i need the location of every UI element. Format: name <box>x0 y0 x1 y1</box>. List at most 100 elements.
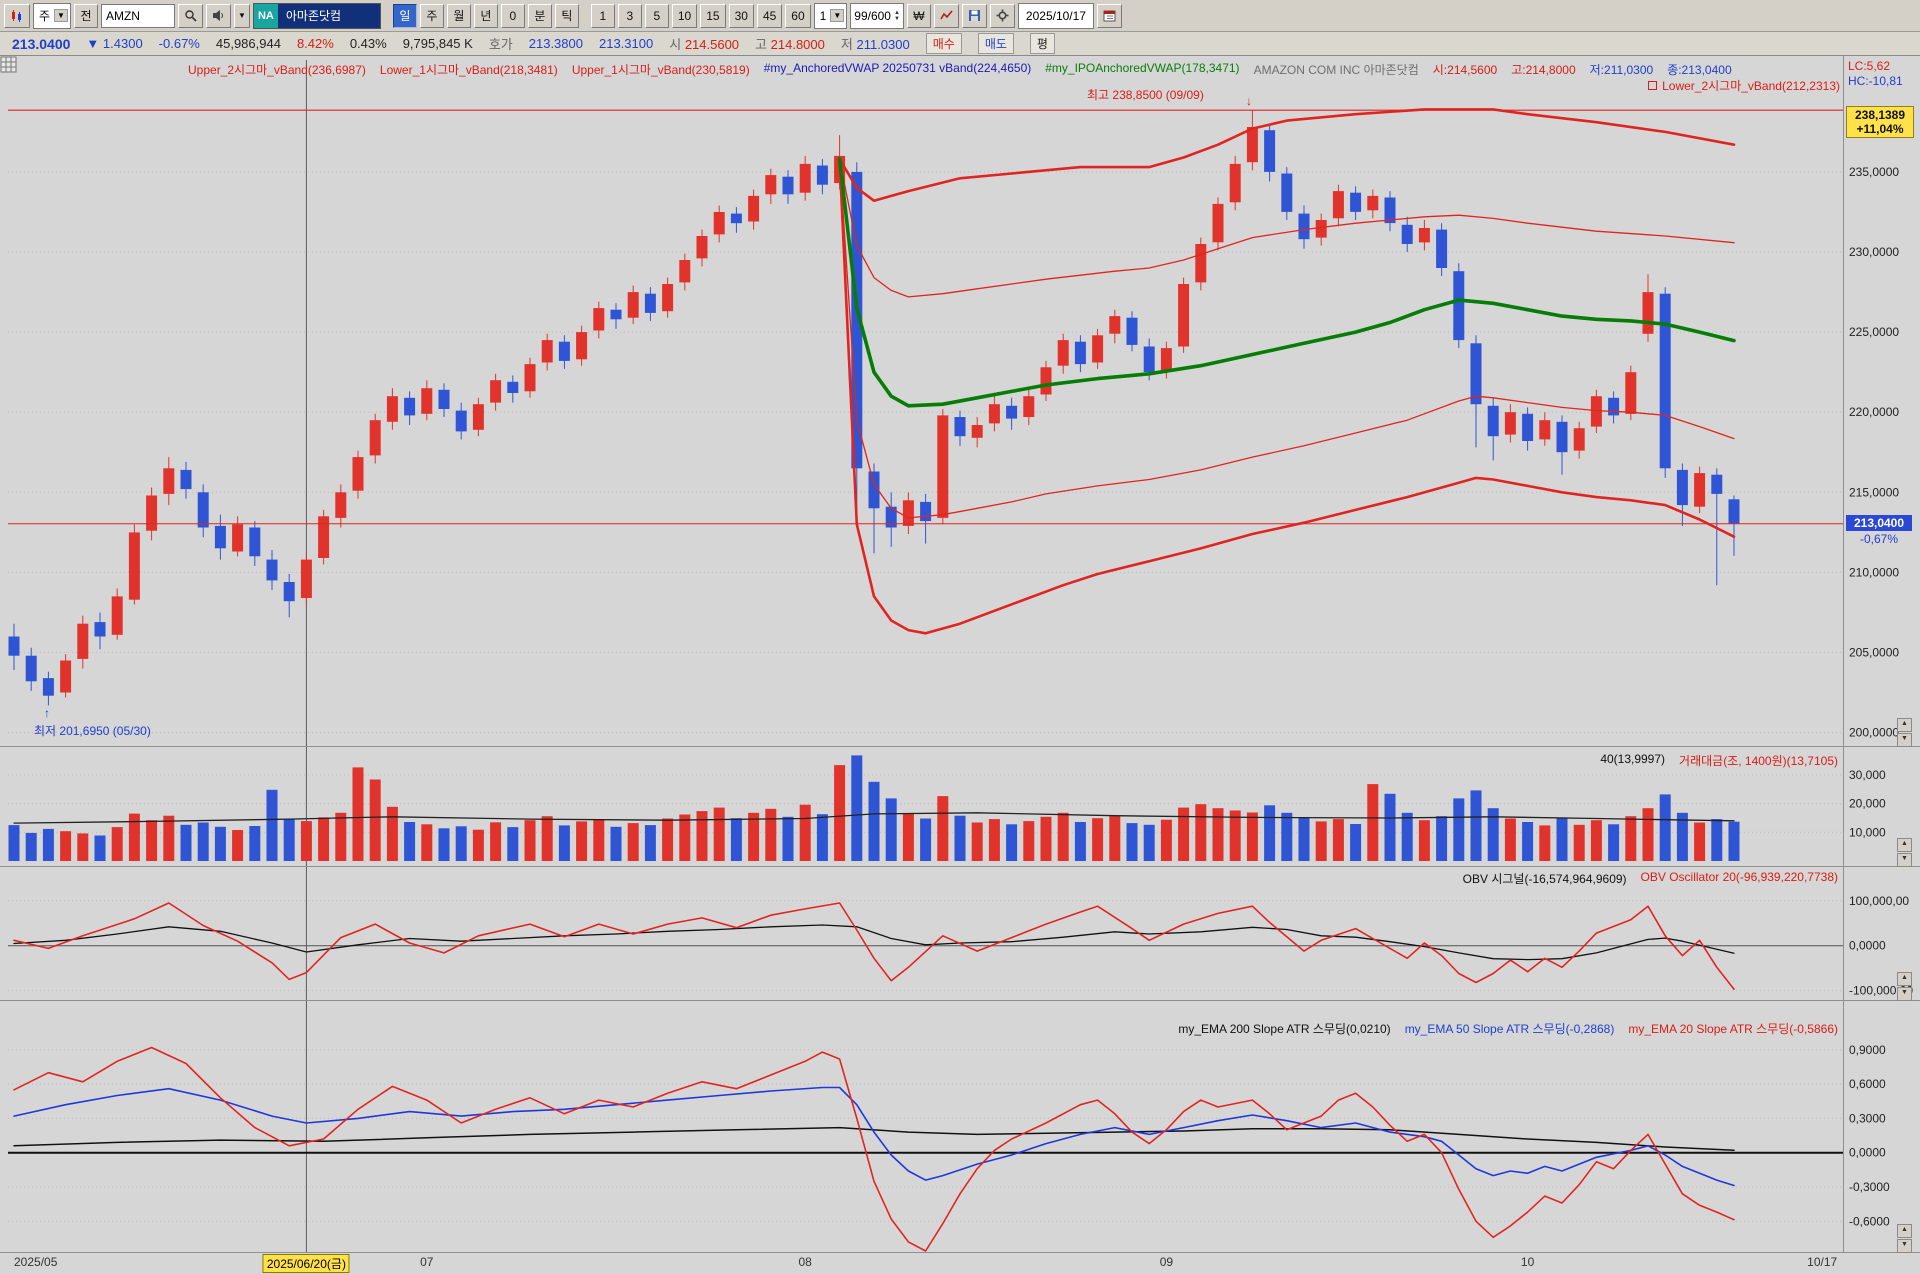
scroll-up-icon[interactable]: ▲ <box>1897 972 1912 986</box>
x-axis-label: 08 <box>798 1255 812 1269</box>
date-field[interactable]: 2025/10/17 <box>1017 2 1094 29</box>
minute-15-button[interactable]: 15 <box>700 3 726 28</box>
svg-text:200,0000: 200,0000 <box>1849 726 1899 740</box>
change-value: 1.4300 <box>102 36 143 51</box>
scroll-down-icon[interactable]: ▼ <box>1897 987 1912 1001</box>
minute-custom-select[interactable]: 1 ▼ <box>813 2 848 29</box>
high-label: 고 <box>755 37 768 52</box>
scroll-down-icon[interactable]: ▼ <box>1897 1239 1912 1253</box>
turnover-pct: 8.42% <box>296 36 334 51</box>
low-group: 저 211.0300 <box>841 34 910 53</box>
bar-count-stepper[interactable]: 99/600 ▲ ▼ <box>850 2 904 29</box>
current-price-badge: 213,0400 <box>1846 515 1912 531</box>
minute-45-button[interactable]: 45 <box>756 3 783 28</box>
svg-text:220,0000: 220,0000 <box>1849 405 1899 419</box>
ask-price: 213.3100 <box>598 36 654 51</box>
scroll-up-icon[interactable]: ▲ <box>1897 718 1912 732</box>
x-axis-label: 10/17 <box>1807 1255 1838 1269</box>
svg-text:0,0000: 0,0000 <box>1849 1146 1886 1160</box>
date-value: 2025/10/17 <box>1025 8 1086 23</box>
hoga-label: 호가 <box>488 37 513 52</box>
tf-zero-button[interactable]: 0 <box>500 3 525 28</box>
tf-month-button[interactable]: 월 <box>446 3 471 28</box>
buy-tab[interactable]: 매수 <box>925 33 962 54</box>
ema200-slope-line <box>13 1126 1735 1152</box>
sell-tab[interactable]: 매도 <box>977 33 1014 54</box>
axis-tick-labels: 235,0000 230,0000 225,0000 220,0000 215,0000… <box>1849 165 1913 1228</box>
period-select[interactable]: 주 ▼ <box>33 2 71 29</box>
chart-style-icon[interactable] <box>4 3 30 28</box>
obv-oscillator-line <box>13 902 1735 991</box>
trendline-tool-icon[interactable] <box>933 3 959 28</box>
toolbar: 주 ▼ 전 ▼ NA 아마존닷컴 일 주 월 년 0 분 틱 1 3 5 10 … <box>0 0 1920 32</box>
svg-text:10,000: 10,000 <box>1849 825 1886 839</box>
chevron-down-icon: ▼ <box>830 9 845 22</box>
minute-3-button[interactable]: 3 <box>617 3 642 28</box>
tf-year-button[interactable]: 년 <box>473 3 498 28</box>
svg-text:0,9000: 0,9000 <box>1849 1043 1886 1057</box>
upper2-sigma-band <box>838 108 1736 202</box>
svg-text:0,6000: 0,6000 <box>1849 1077 1886 1091</box>
symbol-input[interactable] <box>100 3 175 28</box>
low-price: 211.0300 <box>856 37 910 52</box>
tf-day-button[interactable]: 일 <box>392 3 417 28</box>
target-price-badge: 238,1389 +11,04% <box>1846 106 1914 138</box>
svg-text:20,000: 20,000 <box>1849 797 1886 811</box>
open-label: 시 <box>669 37 682 52</box>
ema50-slope-line <box>13 1086 1735 1187</box>
price-pane-scroll-buttons: ▲ ▼ <box>1897 718 1912 747</box>
candlestick-icon <box>12 9 21 22</box>
tf-week-button[interactable]: 주 <box>419 3 444 28</box>
gridlines <box>8 171 1843 1222</box>
gear-glyph-icon <box>996 9 1009 22</box>
volume-ma-line <box>13 812 1735 824</box>
scroll-up-icon[interactable]: ▲ <box>1897 1224 1912 1238</box>
tf-tick-button[interactable]: 틱 <box>554 3 579 28</box>
volume: 45,986,944 <box>215 36 281 51</box>
scroll-down-icon[interactable]: ▼ <box>1897 733 1912 747</box>
quote-bar: 213.0400 ▼ 1.4300 -0.67% 45,986,944 8.42… <box>0 32 1920 56</box>
ema20-slope-line <box>13 1046 1735 1252</box>
current-price-pct: -0,67% <box>1859 532 1899 546</box>
prev-button[interactable]: 전 <box>73 3 98 28</box>
minute-30-button[interactable]: 30 <box>728 3 754 28</box>
search-icon[interactable] <box>177 3 203 28</box>
chart-svg: 235,0000 230,0000 225,0000 220,0000 215,0000… <box>0 56 1920 1253</box>
currency-won-button[interactable]: ₩ <box>906 3 931 28</box>
calendar-icon[interactable] <box>1096 3 1122 28</box>
avg-tab[interactable]: 평 <box>1029 33 1055 54</box>
minute-custom-value: 1 <box>819 8 827 23</box>
speaker-icon[interactable] <box>205 3 231 28</box>
zigzag-icon <box>940 10 953 20</box>
stepper-arrows-icon: ▲ ▼ <box>893 9 900 22</box>
target-price: 238,1389 <box>1854 108 1906 122</box>
svg-text:-0,6000: -0,6000 <box>1849 1214 1890 1228</box>
minute-60-button[interactable]: 60 <box>785 3 811 28</box>
high-price: 214.8000 <box>770 37 825 52</box>
market-badge: NA <box>253 3 278 28</box>
svg-text:225,0000: 225,0000 <box>1849 325 1899 339</box>
grid-tool-icon[interactable] <box>0 56 18 74</box>
save-icon[interactable] <box>961 3 987 28</box>
trade-value: 9,795,845 K <box>402 36 473 51</box>
minute-10-button[interactable]: 10 <box>671 3 698 28</box>
change-pct: -0.67% <box>158 36 200 51</box>
minute-1-button[interactable]: 1 <box>590 3 615 28</box>
minute-5-button[interactable]: 5 <box>644 3 669 28</box>
chevron-down-icon[interactable]: ▼ <box>233 3 250 28</box>
chart-canvas[interactable]: 235,0000 230,0000 225,0000 220,0000 215,0000… <box>0 56 1920 1274</box>
svg-text:-0,3000: -0,3000 <box>1849 1180 1890 1194</box>
x-axis-label: 09 <box>1159 1255 1174 1269</box>
tf-minute-button[interactable]: 분 <box>527 3 552 28</box>
lower2-sigma-band <box>838 157 1736 635</box>
scroll-up-icon[interactable]: ▲ <box>1897 838 1912 852</box>
target-pct: +11,04% <box>1856 122 1904 136</box>
bar-count-value: 99/600 <box>854 8 891 23</box>
gear-icon[interactable] <box>989 3 1015 28</box>
open-price: 214.5600 <box>684 37 740 52</box>
volume-pane-scroll-buttons: ▲ ▼ <box>1897 838 1912 867</box>
scroll-down-icon[interactable]: ▼ <box>1897 853 1912 867</box>
stock-name-field: NA 아마존닷컴 <box>252 2 381 29</box>
high-group: 고 214.8000 <box>755 34 825 53</box>
